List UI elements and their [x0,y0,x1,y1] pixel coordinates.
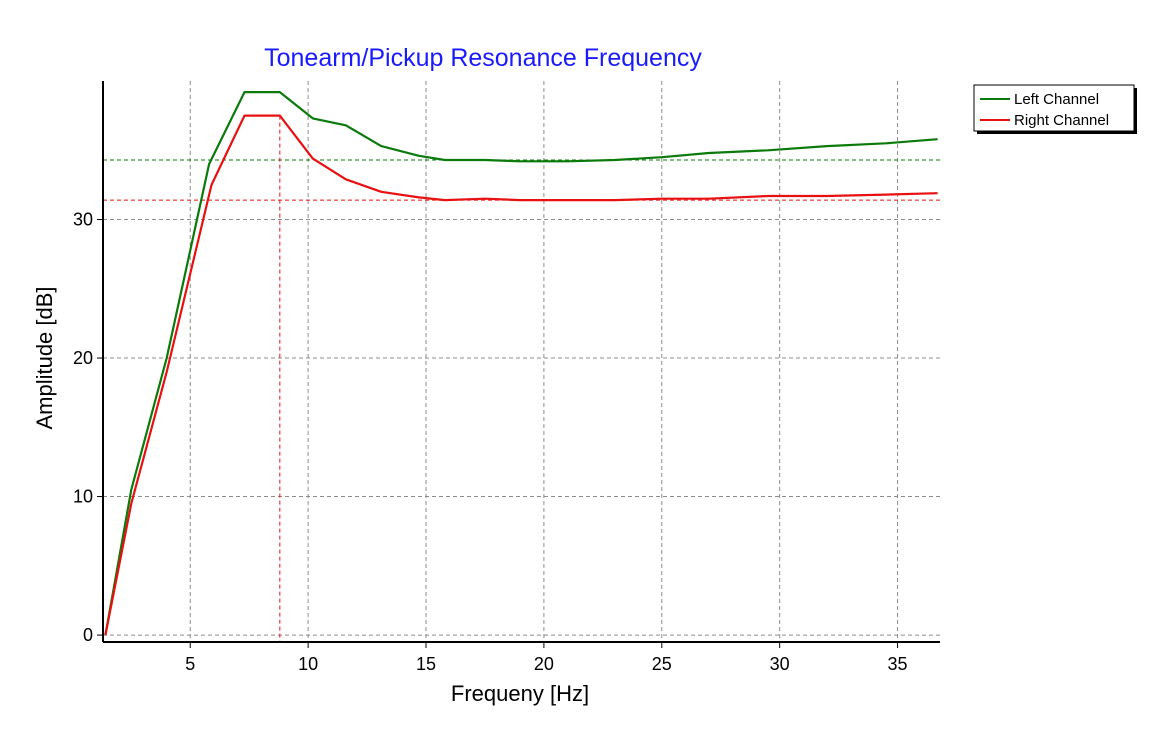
x-tick-label: 30 [770,654,790,674]
y-tick-label: 0 [83,625,93,645]
x-axis-label: Frequeny [Hz] [451,681,589,706]
y-tick-label: 30 [73,210,93,230]
legend: Left Channel Right Channel [973,84,1137,134]
y-tick-label: 20 [73,348,93,368]
x-tick-label: 15 [416,654,436,674]
y-axis-label: Amplitude [dB] [32,286,57,429]
legend-label-left: Left Channel [1014,91,1099,108]
x-tick-label: 10 [298,654,318,674]
x-tick-label: 5 [185,654,195,674]
x-ticks: 5 10 15 20 25 30 35 [185,642,908,674]
legend-label-right: Right Channel [1014,112,1109,129]
series-line-right-channel [104,114,938,636]
x-tick-label: 20 [534,654,554,674]
axes [102,81,940,643]
chart-title: Tonearm/Pickup Resonance Frequency [264,44,702,72]
series-lines [104,90,938,636]
x-tick-label: 25 [652,654,672,674]
legend-box [973,84,1135,132]
grid [103,81,940,642]
x-tick-label: 35 [888,654,908,674]
series-line-left-channel [104,90,938,636]
reference-lines [103,115,940,642]
y-ticks: 0 10 20 30 [73,210,103,645]
y-tick-label: 10 [73,487,93,507]
